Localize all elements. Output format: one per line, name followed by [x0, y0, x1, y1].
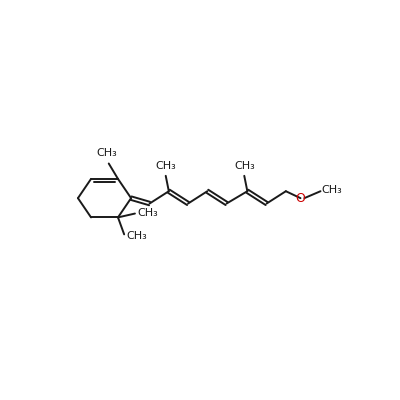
- Text: CH₃: CH₃: [321, 186, 342, 196]
- Text: CH₃: CH₃: [97, 148, 118, 158]
- Text: CH₃: CH₃: [126, 231, 147, 241]
- Text: O: O: [296, 192, 306, 205]
- Text: CH₃: CH₃: [137, 208, 158, 218]
- Text: CH₃: CH₃: [155, 161, 176, 171]
- Text: CH₃: CH₃: [234, 161, 255, 171]
